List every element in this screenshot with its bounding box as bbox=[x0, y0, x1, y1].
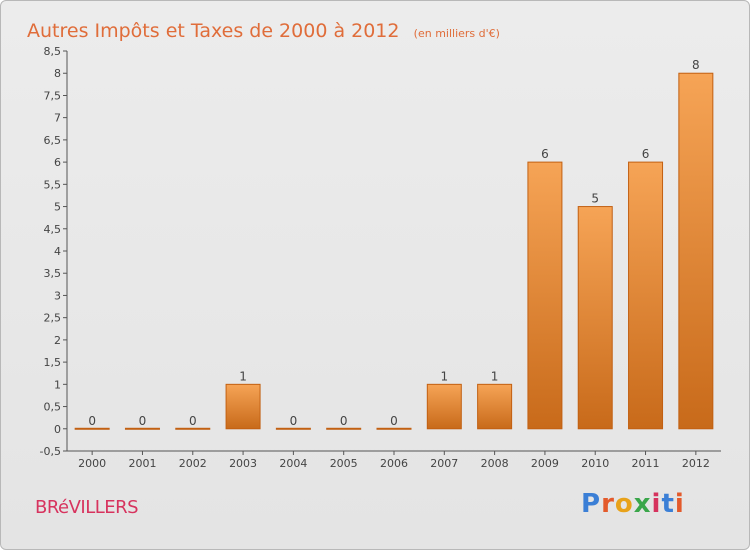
y-tick-label: 2 bbox=[54, 334, 61, 347]
chart-title-unit: (en milliers d'€) bbox=[413, 27, 500, 40]
logo-letter: i bbox=[651, 489, 662, 519]
logo-letter: o bbox=[614, 489, 634, 519]
x-tick-label: 2004 bbox=[279, 457, 307, 470]
bar-2001 bbox=[124, 427, 160, 430]
y-tick-label: 5,5 bbox=[44, 178, 62, 191]
y-tick-label: 0 bbox=[54, 423, 61, 436]
y-tick-label: 5 bbox=[54, 201, 61, 214]
data-label-2001: 0 bbox=[139, 414, 147, 428]
data-label-2007: 1 bbox=[440, 369, 448, 383]
y-tick-label: 3 bbox=[54, 289, 61, 302]
bar-2003 bbox=[225, 383, 261, 430]
x-tick-label: 2011 bbox=[632, 457, 660, 470]
y-tick-label: 1,5 bbox=[44, 356, 62, 369]
x-tick-label: 2006 bbox=[380, 457, 408, 470]
data-label-2002: 0 bbox=[189, 414, 197, 428]
logo-letter: t bbox=[661, 489, 675, 519]
bar-2000 bbox=[74, 427, 110, 430]
chart-title-text: Autres Impôts et Taxes de 2000 à 2012 bbox=[27, 20, 400, 42]
bar-2009 bbox=[527, 161, 563, 430]
data-label-2010: 5 bbox=[591, 192, 599, 206]
y-tick-label: 2,5 bbox=[44, 312, 62, 325]
y-tick-label: 4 bbox=[54, 245, 61, 258]
bar-2002 bbox=[175, 427, 211, 430]
bar-2010 bbox=[577, 206, 613, 430]
bar-2004 bbox=[275, 427, 311, 430]
data-label-2004: 0 bbox=[290, 414, 298, 428]
x-tick-label: 2007 bbox=[430, 457, 458, 470]
y-axis: -0,5 0 0,5 1 1,5 2 2,5 3 3,5 4 4,5 5 5,5 6 6,5 7 7,5 8 8,5 bbox=[40, 45, 68, 458]
y-tick-label: 1 bbox=[54, 378, 61, 391]
logo-letter: x bbox=[633, 489, 652, 519]
data-label-2009: 6 bbox=[541, 147, 549, 161]
y-tick-label: 8 bbox=[54, 67, 61, 80]
y-tick-label: 7,5 bbox=[44, 89, 62, 102]
bar-2005 bbox=[326, 427, 362, 430]
bar-2006 bbox=[376, 427, 412, 430]
logo-letter: r bbox=[601, 489, 615, 519]
bar-2012 bbox=[678, 72, 714, 430]
y-tick-label: -0,5 bbox=[40, 445, 61, 458]
x-tick-label: 2005 bbox=[330, 457, 358, 470]
y-tick-label: 4,5 bbox=[44, 223, 62, 236]
logo-letter: P bbox=[581, 489, 602, 519]
data-label-2011: 6 bbox=[642, 147, 650, 161]
x-tick-label: 2010 bbox=[581, 457, 609, 470]
bar-2008 bbox=[477, 383, 513, 430]
y-tick-label: 6 bbox=[54, 156, 61, 169]
data-label-2012: 8 bbox=[692, 58, 700, 72]
data-labels: 0 0 0 1 0 0 0 1 1 6 5 6 8 bbox=[88, 58, 699, 428]
chart-title: Autres Impôts et Taxes de 2000 à 2012 (e… bbox=[27, 7, 500, 45]
x-tick-label: 2008 bbox=[481, 457, 509, 470]
data-label-2008: 1 bbox=[491, 369, 499, 383]
proxiti-logo: Proxiti bbox=[581, 489, 685, 519]
y-tick-label: 0,5 bbox=[44, 401, 62, 414]
commune-name: BRéVILLERS bbox=[35, 497, 139, 518]
data-label-2003: 1 bbox=[239, 369, 247, 383]
data-label-2005: 0 bbox=[340, 414, 348, 428]
y-tick-label: 3,5 bbox=[44, 267, 62, 280]
y-tick-label: 8,5 bbox=[44, 45, 62, 58]
x-tick-label: 2003 bbox=[229, 457, 257, 470]
data-label-2000: 0 bbox=[88, 414, 96, 428]
data-label-2006: 0 bbox=[390, 414, 398, 428]
x-tick-label: 2009 bbox=[531, 457, 559, 470]
x-tick-label: 2001 bbox=[128, 457, 156, 470]
x-tick-label: 2002 bbox=[179, 457, 207, 470]
bars bbox=[74, 72, 714, 430]
x-axis: 2000 2001 2002 2003 2004 2005 2006 2007 2008 2009… bbox=[67, 450, 721, 470]
y-tick-label: 6,5 bbox=[44, 134, 62, 147]
bar-2011 bbox=[628, 161, 664, 430]
x-tick-label: 2012 bbox=[682, 457, 710, 470]
y-tick-label: 7 bbox=[54, 112, 61, 125]
logo-letter: i bbox=[674, 489, 685, 519]
bar-2007 bbox=[426, 383, 462, 430]
x-tick-label: 2000 bbox=[78, 457, 106, 470]
